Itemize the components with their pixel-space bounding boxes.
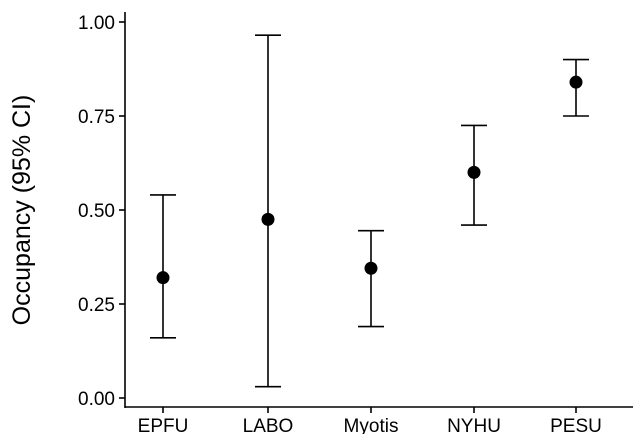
y-axis-title: Occupancy (95% CI) — [8, 95, 36, 326]
x-tick-label: EPFU — [138, 416, 189, 434]
x-ticks: EPFU LABO Myotis NYHU PESU — [138, 407, 602, 434]
error-bar — [358, 229, 384, 328]
data-point — [364, 261, 378, 275]
x-tick-label: NYHU — [447, 416, 501, 434]
data-point — [156, 271, 170, 285]
data-point — [261, 212, 275, 226]
y-tick-label: 0.50 — [78, 201, 115, 222]
error-bar — [255, 34, 281, 388]
data-point — [569, 75, 583, 89]
y-tick-label: 1.00 — [78, 13, 115, 34]
x-tick-label: LABO — [243, 416, 294, 434]
y-tick-label: 0.00 — [78, 389, 115, 410]
series-occupancy — [150, 34, 589, 388]
data-point — [467, 165, 481, 179]
y-tick-label: 0.75 — [78, 107, 115, 128]
y-ticks: 0.00 0.25 0.50 0.75 1.00 — [78, 13, 125, 410]
y-tick-label: 0.25 — [78, 295, 115, 316]
error-bar — [150, 194, 176, 339]
x-tick-label: PESU — [550, 416, 602, 434]
x-tick-label: Myotis — [344, 416, 399, 434]
x-axis: EPFU LABO Myotis NYHU PESU — [125, 406, 633, 434]
y-axis: 0.00 0.25 0.50 0.75 1.00 Occupancy (95% CI) — [8, 12, 126, 410]
